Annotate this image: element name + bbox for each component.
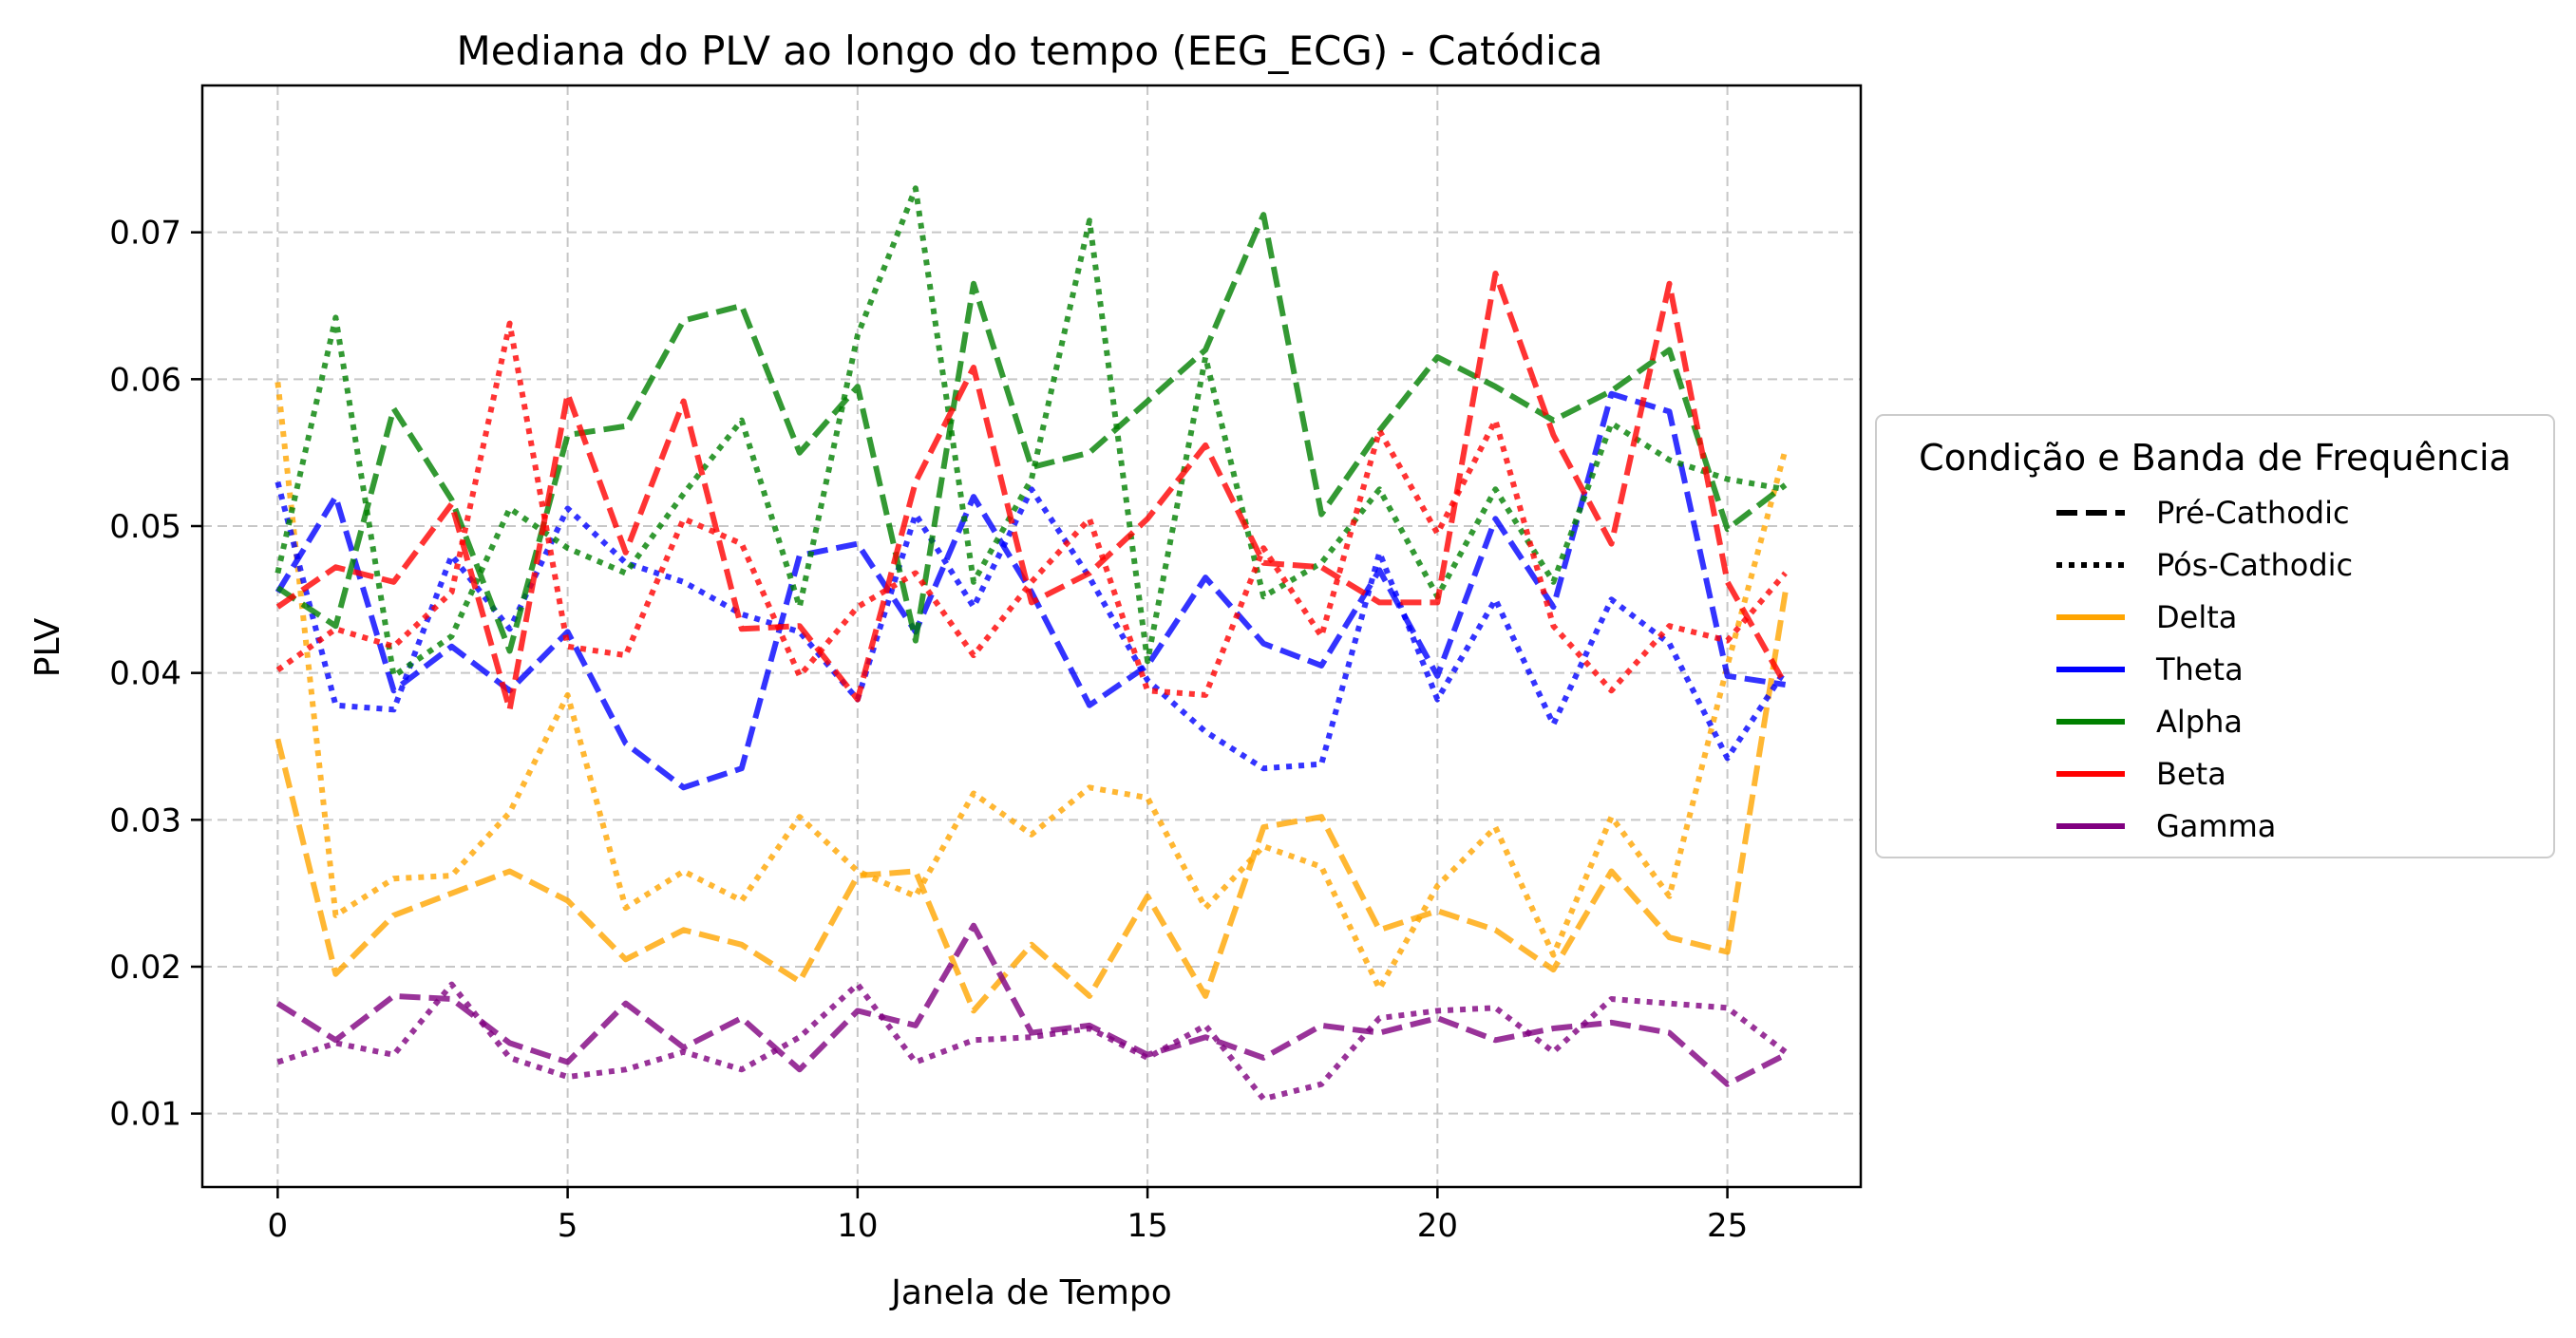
legend: Condição e Banda de Frequência Pré-Catho…: [1875, 414, 2555, 858]
y-axis-ticks: 0.01 0.02 0.03 0.04 0.05 0.06 0.07: [109, 215, 202, 1134]
x-tick-label: 15: [1127, 1207, 1167, 1245]
series-line-beta-pre: [275, 271, 1789, 713]
series-line-delta-pre: [275, 592, 1789, 1014]
plot-frame: [200, 84, 1863, 1189]
series-line-theta-pos: [275, 481, 1789, 772]
legend-label: Gamma: [2156, 808, 2276, 844]
legend-label: Pós-Cathodic: [2156, 547, 2353, 583]
y-axis-label: PLV: [28, 617, 67, 677]
y-tick-label: 0.04: [109, 655, 181, 693]
x-axis-ticks: 0 5 10 15 20 25: [268, 1187, 1748, 1245]
legend-label: Theta: [2155, 651, 2244, 688]
legend-label: Pré-Cathodic: [2156, 495, 2350, 531]
x-tick-label: 25: [1707, 1207, 1748, 1245]
chart-title: Mediana do PLV ao longo do tempo (EEG_EC…: [457, 28, 1603, 74]
legend-label: Beta: [2156, 756, 2226, 792]
y-tick-label: 0.01: [109, 1096, 181, 1134]
y-tick-label: 0.05: [109, 508, 181, 546]
y-tick-label: 0.06: [109, 361, 181, 399]
y-tick-label: 0.07: [109, 215, 181, 253]
series-line-alpha-pre: [275, 212, 1788, 654]
series-layer: [275, 185, 1789, 1102]
legend-box: [1875, 414, 2555, 858]
x-tick-label: 0: [268, 1207, 289, 1245]
series-line-gamma-pre: [275, 922, 1787, 1087]
y-tick-label: 0.02: [109, 949, 181, 987]
y-tick-label: 0.03: [109, 801, 181, 839]
series-line-alpha-pos: [275, 185, 1787, 679]
series-line-beta-pos: [275, 320, 1788, 698]
legend-title: Condição e Banda de Frequência: [1919, 437, 2511, 479]
series-line-gamma-pos: [276, 981, 1788, 1102]
grid-lines: [202, 85, 1861, 1187]
x-axis-label: Janela de Tempo: [889, 1273, 1172, 1312]
x-tick-label: 10: [837, 1207, 878, 1245]
series-line-delta-pos: [275, 382, 1789, 992]
legend-label: Alpha: [2156, 704, 2243, 740]
legend-entries: Pré-Cathodic Pós-Cathodic Delta Theta Alpha B…: [2056, 495, 2353, 844]
legend-label: Delta: [2156, 599, 2237, 635]
x-tick-label: 20: [1417, 1207, 1458, 1245]
x-tick-label: 5: [558, 1207, 578, 1245]
